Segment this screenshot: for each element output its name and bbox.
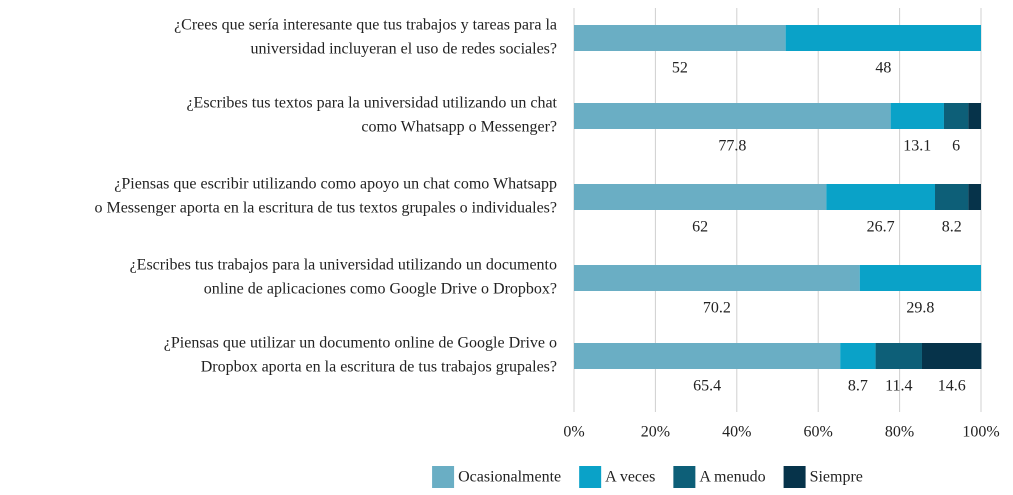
bar-segment — [935, 184, 969, 210]
bar-segment — [921, 343, 982, 369]
value-label: 62 — [692, 219, 708, 236]
bar-segment — [785, 25, 981, 51]
x-tick-label: 40% — [722, 424, 751, 441]
bar-segment — [574, 343, 841, 369]
value-label: 52 — [672, 60, 688, 77]
legend-swatch — [579, 466, 602, 488]
category-label: ¿Piensas que escribir utilizando como ap… — [114, 176, 557, 193]
bar-segment — [968, 184, 981, 210]
x-tick-label: 0% — [563, 424, 584, 441]
bar-segment — [826, 184, 936, 210]
value-label: 48 — [875, 60, 891, 77]
x-tick-label: 100% — [962, 424, 999, 441]
legend-label: Ocasionalmente — [458, 469, 561, 486]
bar-segment — [840, 343, 876, 369]
legend-label: Siempre — [810, 469, 863, 486]
value-label: 65.4 — [693, 378, 721, 395]
value-label: 29.8 — [906, 300, 934, 317]
value-label: 77.8 — [718, 138, 746, 155]
category-label: universidad incluyeran el uso de redes s… — [250, 41, 557, 58]
value-label: 70.2 — [703, 300, 731, 317]
bar-segment — [574, 265, 860, 291]
value-label: 11.4 — [885, 378, 912, 395]
value-label: 8.2 — [942, 219, 962, 236]
x-tick-label: 60% — [804, 424, 833, 441]
bar-segment — [968, 103, 981, 129]
category-label: como Whatsapp o Messenger? — [361, 119, 557, 136]
bar-segment — [859, 265, 981, 291]
bar-segment — [574, 25, 786, 51]
category-label: Dropbox aporta en la escritura de tus tr… — [201, 359, 557, 376]
bar-segment — [875, 343, 922, 369]
category-label: ¿Escribes tus textos para la universidad… — [186, 95, 557, 112]
category-label: ¿Crees que sería interesante que tus tra… — [174, 17, 557, 34]
legend-label: A veces — [605, 469, 655, 486]
category-label: ¿Escribes tus trabajos para la universid… — [130, 257, 557, 274]
x-tick-label: 20% — [641, 424, 670, 441]
legend-swatch — [783, 466, 806, 488]
category-label: online de aplicaciones como Google Drive… — [204, 281, 557, 298]
value-label: 8.7 — [848, 378, 868, 395]
legend-label: A menudo — [699, 469, 765, 486]
bar-segment — [943, 103, 969, 129]
category-label: ¿Piensas que utilizar un documento onlin… — [164, 335, 557, 352]
bar-segment — [890, 103, 944, 129]
category-label: o Messenger aporta en la escritura de tu… — [94, 200, 557, 217]
bar-segment — [574, 103, 891, 129]
legend-swatch — [432, 466, 455, 488]
x-tick-label: 80% — [885, 424, 914, 441]
value-label: 14.6 — [938, 378, 966, 395]
value-label: 13.1 — [903, 138, 931, 155]
value-label: 6 — [952, 138, 960, 155]
legend-swatch — [673, 466, 696, 488]
value-label: 26.7 — [867, 219, 895, 236]
bar-segment — [574, 184, 827, 210]
